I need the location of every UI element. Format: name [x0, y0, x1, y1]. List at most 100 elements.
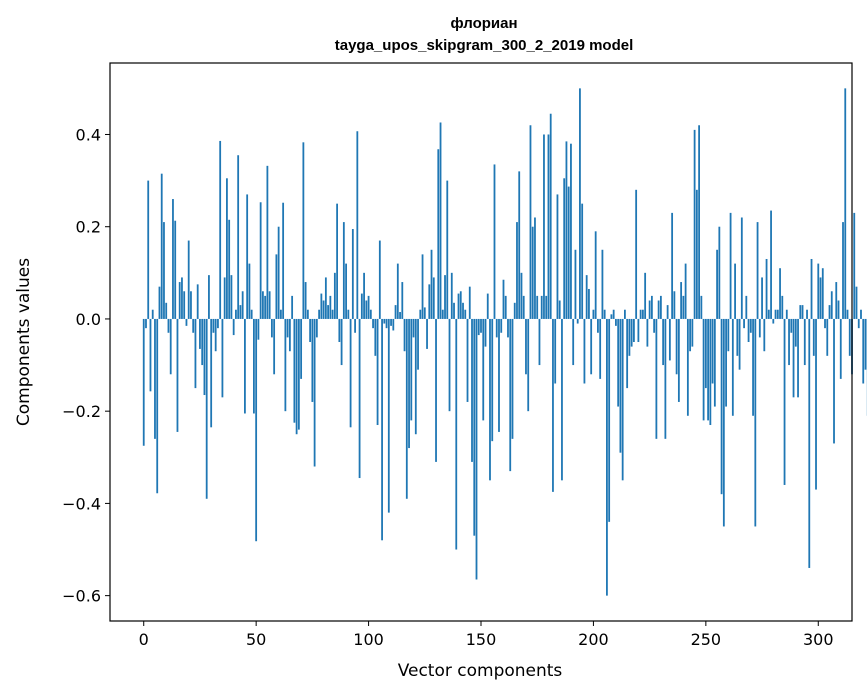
bar-233 — [666, 305, 669, 319]
bar-204 — [601, 249, 604, 319]
bar-76 — [313, 318, 316, 467]
bar-185 — [558, 300, 561, 319]
bar-72 — [304, 282, 307, 319]
bar-118 — [408, 318, 410, 449]
y-tick-label: −0.6 — [62, 587, 101, 606]
bar-107 — [383, 318, 386, 324]
bar-190 — [570, 143, 572, 319]
x-tick-label: 50 — [246, 630, 266, 649]
bar-234 — [668, 318, 671, 361]
bar-243 — [689, 318, 692, 352]
bar-48 — [250, 309, 253, 319]
bar-63 — [284, 318, 287, 412]
bar-275 — [761, 277, 763, 319]
bar-269 — [747, 318, 750, 342]
bar-321 — [864, 318, 867, 370]
bar-170 — [525, 318, 527, 375]
bar-52 — [259, 202, 262, 319]
x-tick-label: 250 — [691, 630, 722, 649]
bar-283 — [779, 268, 781, 319]
x-tick-label: 200 — [578, 630, 609, 649]
bar-74 — [309, 318, 312, 342]
bar-115 — [401, 282, 404, 319]
bar-208 — [610, 314, 613, 319]
bar-57 — [270, 318, 273, 338]
bar-312 — [844, 88, 847, 319]
bar-119 — [410, 318, 413, 421]
bar-292 — [799, 305, 802, 319]
bar-136 — [448, 318, 451, 412]
bar-59 — [275, 254, 278, 319]
bar-257 — [720, 318, 723, 495]
bar-244 — [691, 318, 694, 347]
bar-263 — [734, 263, 736, 319]
bar-313 — [846, 309, 849, 319]
bar-88 — [340, 318, 343, 366]
bar-295 — [806, 309, 808, 319]
bar-143 — [464, 309, 467, 319]
bar-194 — [579, 88, 581, 319]
bar-167 — [518, 171, 521, 319]
bar-7 — [158, 286, 161, 319]
bar-24 — [196, 284, 199, 319]
bar-130 — [435, 318, 437, 462]
bar-242 — [686, 318, 689, 416]
bar-201 — [594, 231, 597, 319]
bar-0 — [142, 318, 145, 446]
bar-42 — [237, 155, 240, 319]
bar-163 — [509, 318, 512, 472]
bar-66 — [291, 295, 294, 319]
bar-219 — [635, 189, 638, 319]
bar-51 — [257, 318, 260, 340]
bar-146 — [471, 318, 473, 462]
bar-138 — [453, 302, 455, 319]
bar-249 — [702, 318, 705, 421]
bar-148 — [475, 318, 478, 580]
bar-27 — [203, 318, 206, 396]
y-tick-label: −0.4 — [62, 494, 101, 513]
bar-320 — [862, 318, 865, 384]
bar-85 — [333, 272, 336, 319]
bar-140 — [457, 293, 460, 319]
bar-37 — [226, 178, 228, 319]
bar-183 — [554, 318, 557, 384]
bar-11 — [167, 318, 170, 333]
bar-4 — [151, 309, 154, 319]
bar-258 — [722, 318, 725, 527]
bar-32 — [214, 318, 217, 352]
chart-subtitle: tayga_upos_skipgram_300_2_2019 model — [335, 37, 634, 54]
bar-71 — [302, 142, 305, 319]
bar-64 — [286, 318, 289, 338]
bar-181 — [549, 113, 552, 319]
bar-284 — [781, 295, 784, 319]
bar-272 — [754, 318, 757, 527]
bar-104 — [376, 318, 379, 426]
bar-227 — [653, 318, 656, 333]
bar-316 — [853, 212, 856, 319]
bar-99 — [365, 300, 368, 319]
bar-40 — [232, 318, 235, 336]
bar-238 — [677, 318, 680, 402]
bar-311 — [842, 222, 844, 319]
bar-19 — [185, 318, 188, 326]
x-tick-label: 150 — [466, 630, 497, 649]
bar-29 — [208, 275, 210, 319]
bar-171 — [527, 318, 530, 412]
bar-116 — [403, 318, 406, 352]
bar-207 — [608, 318, 611, 522]
bar-196 — [583, 318, 586, 384]
bar-271 — [752, 318, 754, 416]
bar-121 — [414, 318, 417, 435]
bar-131 — [437, 149, 440, 319]
bar-142 — [462, 302, 464, 319]
bar-255 — [716, 249, 718, 319]
bar-213 — [621, 318, 624, 481]
bar-235 — [671, 212, 674, 319]
bar-264 — [736, 318, 739, 356]
bar-89 — [342, 222, 345, 319]
bar-92 — [349, 318, 352, 428]
bar-294 — [803, 318, 806, 366]
bar-117 — [405, 318, 408, 499]
bar-236 — [673, 291, 676, 319]
bar-164 — [511, 318, 514, 439]
